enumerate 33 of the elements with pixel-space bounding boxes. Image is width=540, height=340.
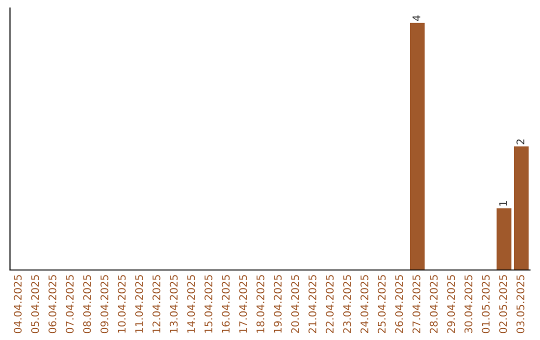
x-tick-label: 08.04.2025 (83, 275, 92, 334)
x-tick-label: 20.04.2025 (291, 275, 300, 334)
x-tick-label: 30.04.2025 (464, 275, 472, 334)
x-tick-label: 23.04.2025 (343, 275, 352, 334)
x-tick-label: 26.04.2025 (395, 275, 404, 334)
x-tick-label: 16.04.2025 (222, 275, 230, 333)
x-tick-label: 18.04.2025 (256, 275, 264, 333)
x-tick-label: 24.04.2025 (360, 275, 368, 334)
data-label: 1 (499, 201, 507, 206)
x-tick-label: 03.05.2025 (516, 275, 524, 334)
data-label: 4 (412, 15, 420, 21)
x-tick-label: 09.04.2025 (100, 275, 108, 334)
x-tick-label: 22.04.2025 (326, 275, 334, 334)
x-tick-label: 14.04.2025 (187, 275, 196, 333)
x-tick-label: 29.04.2025 (447, 275, 456, 334)
x-tick-label: 28.04.2025 (430, 275, 438, 334)
x-tick-label: 15.04.2025 (204, 275, 212, 333)
x-tick-label: 05.04.2025 (31, 275, 40, 334)
x-tick-label: 21.04.2025 (308, 275, 316, 334)
x-tick-label: 19.04.2025 (274, 275, 282, 333)
data-label: 2 (516, 139, 524, 144)
x-tick-label: 10.04.2025 (118, 275, 126, 333)
x-tick-label: 25.04.2025 (378, 275, 386, 334)
x-tick-label: 13.04.2025 (170, 275, 178, 333)
x-tick-label: 11.04.2025 (135, 275, 144, 333)
x-tick-label: 17.04.2025 (239, 275, 248, 333)
x-tick-label: 02.05.2025 (499, 275, 508, 334)
x-tick-label: 07.04.2025 (66, 275, 74, 334)
x-tick-label: 01.05.2025 (482, 275, 490, 334)
x-tick-label: 04.04.2025 (14, 275, 22, 334)
x-tick-label: 27.04.2025 (412, 275, 420, 334)
x-tick-label: 12.04.2025 (152, 275, 160, 333)
x-tick-label: 06.04.2025 (48, 275, 56, 334)
